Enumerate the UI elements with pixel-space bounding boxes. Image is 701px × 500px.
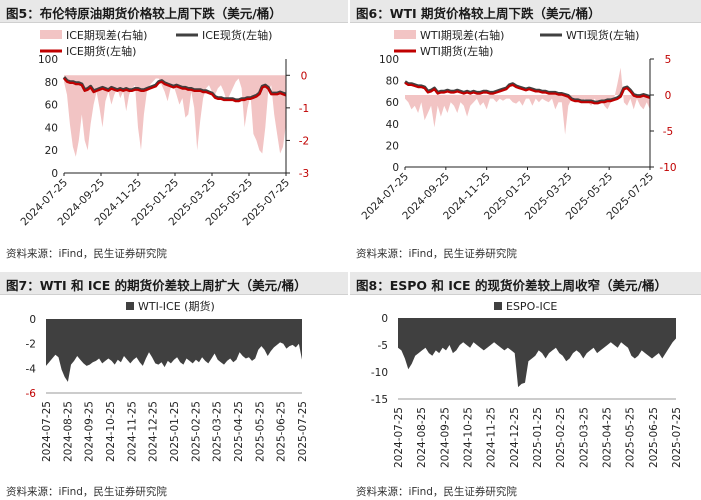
x-tick-label: 2025-06-25 xyxy=(648,407,660,468)
x-tick-label: 2025-07-25 xyxy=(671,407,683,468)
chart-fig7: 0 -2 -4 -6 2024-07-25 2024-08-25 2024-09-25 202… xyxy=(26,299,309,462)
title-bar: 图5：布伦特原油期货价格较上周下跌（美元/桶） xyxy=(0,0,348,23)
y-tick-right: 5 xyxy=(665,54,672,66)
x-tick-label: 2025-05-25 xyxy=(625,407,637,468)
title-bar: 图7：WTI 和 ICE 的期货价差较上周扩大（美元/桶） xyxy=(0,272,348,295)
x-tick-label: 2024-10-25 xyxy=(105,401,117,462)
x-tick-label: 2025-06-25 xyxy=(276,401,288,462)
y-tick: -4 xyxy=(26,363,37,375)
y-tick-right: -1 xyxy=(299,103,309,115)
legend-swatch xyxy=(394,30,416,39)
source-note: 资料来源：iFind，民生证券研究院 xyxy=(6,486,167,498)
legend-swatch xyxy=(126,302,134,310)
x-tick-label: 2024-11-25 xyxy=(126,401,138,462)
x-tick-label: 2025-04-25 xyxy=(602,407,614,468)
y-tick: -5 xyxy=(378,340,388,352)
y-tick-left: 60 xyxy=(45,100,58,112)
chart-title: 图7：WTI 和 ICE 的期货价差较上周扩大（美元/桶） xyxy=(6,278,307,293)
x-tick-label: 2025-05-25 xyxy=(254,401,266,462)
x-tick-label: 2025-04-25 xyxy=(233,401,245,462)
x-tick-label: 2024-08-25 xyxy=(416,407,428,468)
y-tick: -10 xyxy=(371,367,388,379)
y-tick-right: -3 xyxy=(299,168,309,180)
chart-title: 图8：ESPO 和 ICE 的现货价差较上周收窄（美元/桶） xyxy=(356,278,668,293)
x-tick-label: 2025-03-25 xyxy=(578,407,590,468)
y-tick-left: 0 xyxy=(51,168,58,180)
panel-fig7: 图7：WTI 和 ICE 的期货价差较上周扩大（美元/桶） 0 -2 -4 -6 202… xyxy=(0,272,348,500)
x-tick-label: 2024-09-25 xyxy=(439,407,451,468)
y-tick: -15 xyxy=(371,394,388,406)
x-tick-label: 2024-07-25 xyxy=(393,407,405,468)
source-note: 资料来源：iFind，民生证券研究院 xyxy=(356,486,517,498)
y-tick-right: 0 xyxy=(665,90,672,102)
x-tick-label: 2025-01-25 xyxy=(169,401,181,462)
y-tick: 0 xyxy=(381,313,388,325)
legend-label: WTI-ICE (期货) xyxy=(138,299,215,313)
legend-label: ICE期货(左轴) xyxy=(66,44,136,58)
chart-fig8: 0 -5 -10 -15 2024-07-25 2024-08-25 2024-09-25 2… xyxy=(371,300,683,468)
y-tick-left: 80 xyxy=(386,76,399,88)
legend-label: ICE现货(左轴) xyxy=(202,28,272,42)
y-tick-left: 80 xyxy=(45,77,58,89)
x-tick-label: 2025-01-25 xyxy=(532,407,544,468)
x-tick-label: 2025-07-25 xyxy=(297,401,309,462)
chart-title: 图5：布伦特原油期货价格较上周下跌（美元/桶） xyxy=(6,6,282,21)
panel-fig6: 图6：WTI 期货价格较上周下跌（美元/桶） 0 20 40 60 80 100 5 0 -5 -… xyxy=(350,0,701,262)
y-tick-left: 20 xyxy=(386,140,399,152)
x-tick-label: 2025-03-25 xyxy=(212,401,224,462)
x-tick-label: 2024-11-25 xyxy=(486,407,498,468)
series-area xyxy=(398,318,676,388)
y-tick: -2 xyxy=(26,339,36,351)
legend-swatch xyxy=(494,302,502,310)
legend-swatch xyxy=(40,30,62,39)
panel-fig8: 图8：ESPO 和 ICE 的现货价差较上周收窄（美元/桶） 0 -5 -10 -15… xyxy=(350,272,701,500)
y-tick-left: 100 xyxy=(379,54,399,66)
y-tick-left: 100 xyxy=(38,54,58,66)
panel-fig5: 图5：布伦特原油期货价格较上周下跌（美元/桶） 0 20 40 60 80 100 0 -1 -… xyxy=(0,0,348,262)
y-tick-right: -10 xyxy=(659,162,676,174)
futures-line xyxy=(63,77,287,103)
legend-label: ICE期现差(右轴) xyxy=(66,28,147,42)
y-tick: -6 xyxy=(26,388,37,400)
x-tick-label: 2024-12-25 xyxy=(148,401,160,462)
x-tick-label: 2024-12-25 xyxy=(509,407,521,468)
futures-line xyxy=(404,81,651,105)
x-tick-label: 2024-07-25 xyxy=(41,401,53,462)
series-area xyxy=(46,319,302,382)
chart-fig5: 0204060801000-1-2-32024-07-252024-09-252… xyxy=(18,28,309,228)
legend-label: WTI期现差(右轴) xyxy=(420,28,504,42)
legend-label: WTI现货(左轴) xyxy=(566,28,639,42)
legend-label: WTI期货(左轴) xyxy=(420,44,493,58)
x-tick-label: 2025-02-25 xyxy=(555,407,567,468)
title-bar: 图8：ESPO 和 ICE 的现货价差较上周收窄（美元/桶） xyxy=(350,272,701,295)
title-bar: 图6：WTI 期货价格较上周下跌（美元/桶） xyxy=(350,0,701,23)
y-tick-right: -2 xyxy=(299,135,309,147)
spread-area xyxy=(64,75,286,157)
y-tick-left: 40 xyxy=(386,119,399,131)
source-note: 资料来源：iFind，民生证券研究院 xyxy=(6,248,167,260)
y-tick-right: 0 xyxy=(301,70,308,82)
y-tick-left: 40 xyxy=(45,122,58,134)
y-tick: 0 xyxy=(29,314,36,326)
x-tick-label: 2024-10-25 xyxy=(463,407,475,468)
x-tick-label: 2025-02-25 xyxy=(190,401,202,462)
y-tick-left: 20 xyxy=(45,145,58,157)
source-note: 资料来源：iFind，民生证券研究院 xyxy=(356,248,517,260)
y-tick-left: 0 xyxy=(392,162,399,174)
y-tick-right: -5 xyxy=(663,126,673,138)
x-tick-label: 2024-09-25 xyxy=(84,401,96,462)
spread-area xyxy=(405,67,650,135)
y-tick-left: 60 xyxy=(386,97,399,109)
x-tick-label: 2024-08-25 xyxy=(62,401,74,462)
chart-title: 图6：WTI 期货价格较上周下跌（美元/桶） xyxy=(356,6,601,21)
legend-label: ESPO-ICE xyxy=(506,300,557,313)
